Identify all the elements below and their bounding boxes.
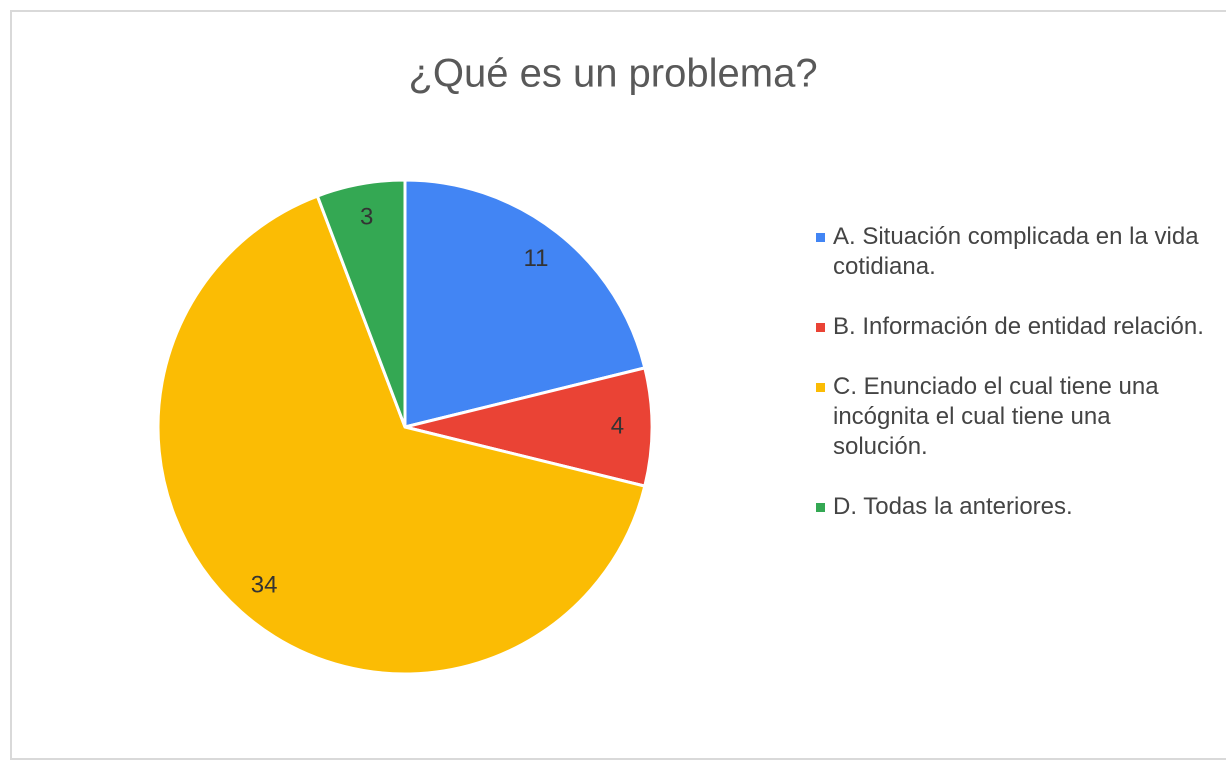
pie-slice: [156, 194, 647, 676]
pie-slice: [404, 366, 654, 488]
data-label: 4: [611, 412, 624, 439]
data-label: 34: [251, 571, 278, 598]
pie-slice: [403, 178, 647, 429]
legend-marker: [816, 323, 825, 332]
legend-marker: [816, 383, 825, 392]
legend-entry: A. Situación complicada en la vida cotid…: [816, 222, 1206, 282]
data-label: 11: [524, 245, 549, 272]
legend-label: A. Situación complicada en la vida cotid…: [833, 223, 1199, 280]
legend-entry: B. Información de entidad relación.: [816, 312, 1206, 342]
pie-slice: [315, 178, 407, 428]
legend-entry: C. Enunciado el cual tiene una incógnita…: [816, 372, 1206, 462]
legend-marker: [816, 233, 825, 242]
legend-label: B. Información de entidad relación.: [833, 313, 1204, 340]
data-label: 3: [360, 203, 373, 230]
legend: A. Situación complicada en la vida cotid…: [816, 222, 1206, 552]
legend-marker: [816, 503, 825, 512]
chart-title: ¿Qué es un problema?: [408, 52, 817, 96]
legend-label: D. Todas la anteriores.: [833, 493, 1073, 520]
legend-label: C. Enunciado el cual tiene una incógnita…: [833, 373, 1159, 460]
legend-entry: D. Todas la anteriores.: [816, 492, 1206, 522]
